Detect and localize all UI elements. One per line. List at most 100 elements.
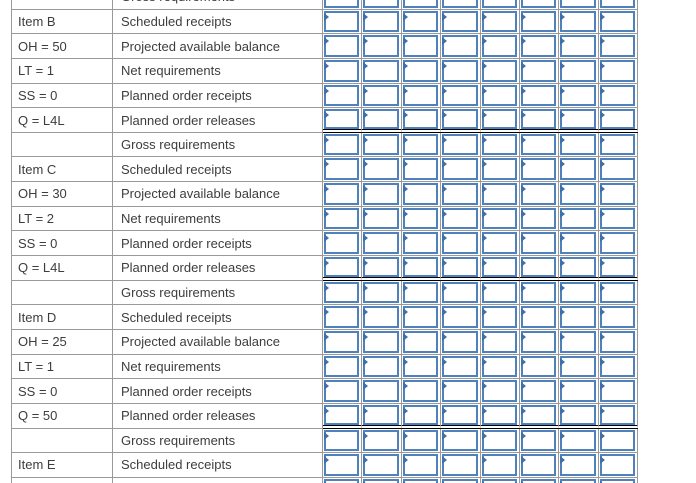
answer-input-box[interactable] xyxy=(363,0,399,8)
answer-input-box[interactable] xyxy=(324,207,360,230)
answer-input-box[interactable] xyxy=(520,133,557,156)
answer-input-box[interactable] xyxy=(402,0,439,8)
answer-input-box[interactable] xyxy=(599,35,636,57)
answer-input-box[interactable] xyxy=(363,404,399,425)
answer-input-box[interactable] xyxy=(363,84,399,107)
answer-input-box[interactable] xyxy=(481,207,517,230)
answer-input-box[interactable] xyxy=(442,59,478,82)
answer-input-box[interactable] xyxy=(520,10,557,33)
answer-input-box[interactable] xyxy=(324,454,360,476)
answer-input-box[interactable] xyxy=(560,355,596,378)
answer-input-box[interactable] xyxy=(599,133,636,156)
answer-input-box[interactable] xyxy=(402,281,439,304)
answer-input-box[interactable] xyxy=(560,281,596,304)
answer-input-box[interactable] xyxy=(324,158,360,181)
answer-input-box[interactable] xyxy=(560,158,596,181)
answer-input-box[interactable] xyxy=(560,35,596,57)
answer-input-box[interactable] xyxy=(599,355,636,378)
answer-input-box[interactable] xyxy=(442,404,478,425)
answer-input-box[interactable] xyxy=(481,257,517,277)
answer-input-box[interactable] xyxy=(560,59,596,82)
answer-input-box[interactable] xyxy=(442,158,478,181)
answer-input-box[interactable] xyxy=(363,281,399,304)
answer-input-box[interactable] xyxy=(324,429,360,452)
answer-input-box[interactable] xyxy=(520,84,557,107)
answer-input-box[interactable] xyxy=(402,59,439,82)
answer-input-box[interactable] xyxy=(560,454,596,476)
answer-input-box[interactable] xyxy=(560,478,596,483)
answer-input-box[interactable] xyxy=(324,232,360,255)
answer-input-box[interactable] xyxy=(363,158,399,181)
answer-input-box[interactable] xyxy=(481,158,517,181)
answer-input-box[interactable] xyxy=(599,232,636,255)
answer-input-box[interactable] xyxy=(481,35,517,57)
answer-input-box[interactable] xyxy=(363,478,399,483)
answer-input-box[interactable] xyxy=(442,306,478,328)
answer-input-box[interactable] xyxy=(599,183,636,205)
answer-input-box[interactable] xyxy=(599,281,636,304)
answer-input-box[interactable] xyxy=(520,454,557,476)
answer-input-box[interactable] xyxy=(402,330,439,353)
answer-input-box[interactable] xyxy=(560,380,596,402)
answer-input-box[interactable] xyxy=(481,281,517,304)
answer-input-box[interactable] xyxy=(560,330,596,353)
answer-input-box[interactable] xyxy=(481,232,517,255)
answer-input-box[interactable] xyxy=(324,0,360,8)
answer-input-box[interactable] xyxy=(363,429,399,452)
answer-input-box[interactable] xyxy=(520,59,557,82)
answer-input-box[interactable] xyxy=(363,183,399,205)
answer-input-box[interactable] xyxy=(324,380,360,402)
answer-input-box[interactable] xyxy=(599,380,636,402)
answer-input-box[interactable] xyxy=(402,454,439,476)
answer-input-box[interactable] xyxy=(481,478,517,483)
answer-input-box[interactable] xyxy=(442,478,478,483)
answer-input-box[interactable] xyxy=(599,10,636,33)
answer-input-box[interactable] xyxy=(520,207,557,230)
answer-input-box[interactable] xyxy=(599,330,636,353)
answer-input-box[interactable] xyxy=(560,183,596,205)
answer-input-box[interactable] xyxy=(599,257,636,277)
answer-input-box[interactable] xyxy=(442,183,478,205)
answer-input-box[interactable] xyxy=(481,59,517,82)
answer-input-box[interactable] xyxy=(324,355,360,378)
answer-input-box[interactable] xyxy=(442,330,478,353)
answer-input-box[interactable] xyxy=(324,404,360,425)
answer-input-box[interactable] xyxy=(599,207,636,230)
answer-input-box[interactable] xyxy=(520,109,557,129)
answer-input-box[interactable] xyxy=(560,10,596,33)
answer-input-box[interactable] xyxy=(442,207,478,230)
answer-input-box[interactable] xyxy=(402,380,439,402)
answer-input-box[interactable] xyxy=(599,109,636,129)
answer-input-box[interactable] xyxy=(324,35,360,57)
answer-input-box[interactable] xyxy=(442,133,478,156)
answer-input-box[interactable] xyxy=(560,0,596,8)
answer-input-box[interactable] xyxy=(481,133,517,156)
answer-input-box[interactable] xyxy=(402,10,439,33)
answer-input-box[interactable] xyxy=(363,306,399,328)
answer-input-box[interactable] xyxy=(520,35,557,57)
answer-input-box[interactable] xyxy=(599,158,636,181)
answer-input-box[interactable] xyxy=(560,207,596,230)
answer-input-box[interactable] xyxy=(520,183,557,205)
answer-input-box[interactable] xyxy=(599,84,636,107)
answer-input-box[interactable] xyxy=(363,59,399,82)
answer-input-box[interactable] xyxy=(481,454,517,476)
answer-input-box[interactable] xyxy=(481,84,517,107)
answer-input-box[interactable] xyxy=(520,257,557,277)
answer-input-box[interactable] xyxy=(481,10,517,33)
answer-input-box[interactable] xyxy=(442,281,478,304)
answer-input-box[interactable] xyxy=(520,306,557,328)
answer-input-box[interactable] xyxy=(481,306,517,328)
answer-input-box[interactable] xyxy=(560,306,596,328)
answer-input-box[interactable] xyxy=(560,257,596,277)
answer-input-box[interactable] xyxy=(363,35,399,57)
answer-input-box[interactable] xyxy=(599,59,636,82)
answer-input-box[interactable] xyxy=(363,133,399,156)
answer-input-box[interactable] xyxy=(324,183,360,205)
answer-input-box[interactable] xyxy=(324,59,360,82)
answer-input-box[interactable] xyxy=(520,404,557,425)
answer-input-box[interactable] xyxy=(481,404,517,425)
answer-input-box[interactable] xyxy=(481,0,517,8)
answer-input-box[interactable] xyxy=(520,232,557,255)
answer-input-box[interactable] xyxy=(520,355,557,378)
